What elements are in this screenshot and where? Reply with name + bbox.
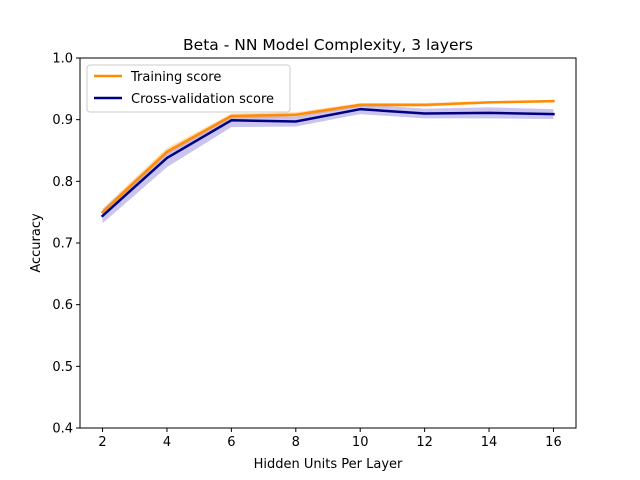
x-tick-label: 8	[292, 435, 300, 450]
y-tick-label: 0.4	[52, 422, 73, 437]
y-axis-label: Accuracy	[29, 213, 44, 273]
cross-validation-score-line	[100, 107, 555, 218]
y-tick-label: 0.5	[52, 360, 73, 375]
y-tick-label: 1.0	[52, 52, 73, 67]
training-score-line	[100, 99, 555, 214]
x-tick-label: 2	[98, 435, 106, 450]
x-tick-label: 4	[163, 435, 171, 450]
x-axis-ticks: 2 4 6 8 10 12 14 16	[98, 428, 562, 450]
y-tick-label: 0.8	[52, 175, 73, 190]
series-lines	[100, 99, 555, 218]
cross-validation-score-band	[102, 104, 554, 224]
legend-label-training: Training score	[130, 70, 221, 85]
x-tick-label: 6	[227, 435, 235, 450]
x-axis-label: Hidden Units Per Layer	[254, 457, 403, 472]
x-tick-label: 10	[352, 435, 369, 450]
chart-title: Beta - NN Model Complexity, 3 layers	[183, 36, 473, 54]
legend-label-cross-validation: Cross-validation score	[131, 92, 274, 107]
legend: Training score Cross-validation score	[86, 64, 291, 113]
y-axis-ticks: 0.4 0.5 0.6 0.7 0.8 0.9 1.0	[52, 52, 80, 437]
y-tick-label: 0.9	[52, 113, 73, 128]
y-tick-label: 0.7	[52, 237, 73, 252]
confidence-bands	[102, 99, 554, 224]
legend-box	[86, 64, 291, 113]
x-tick-label: 16	[545, 435, 562, 450]
y-tick-label: 0.6	[52, 298, 73, 313]
x-tick-label: 12	[416, 435, 433, 450]
x-tick-label: 14	[481, 435, 498, 450]
